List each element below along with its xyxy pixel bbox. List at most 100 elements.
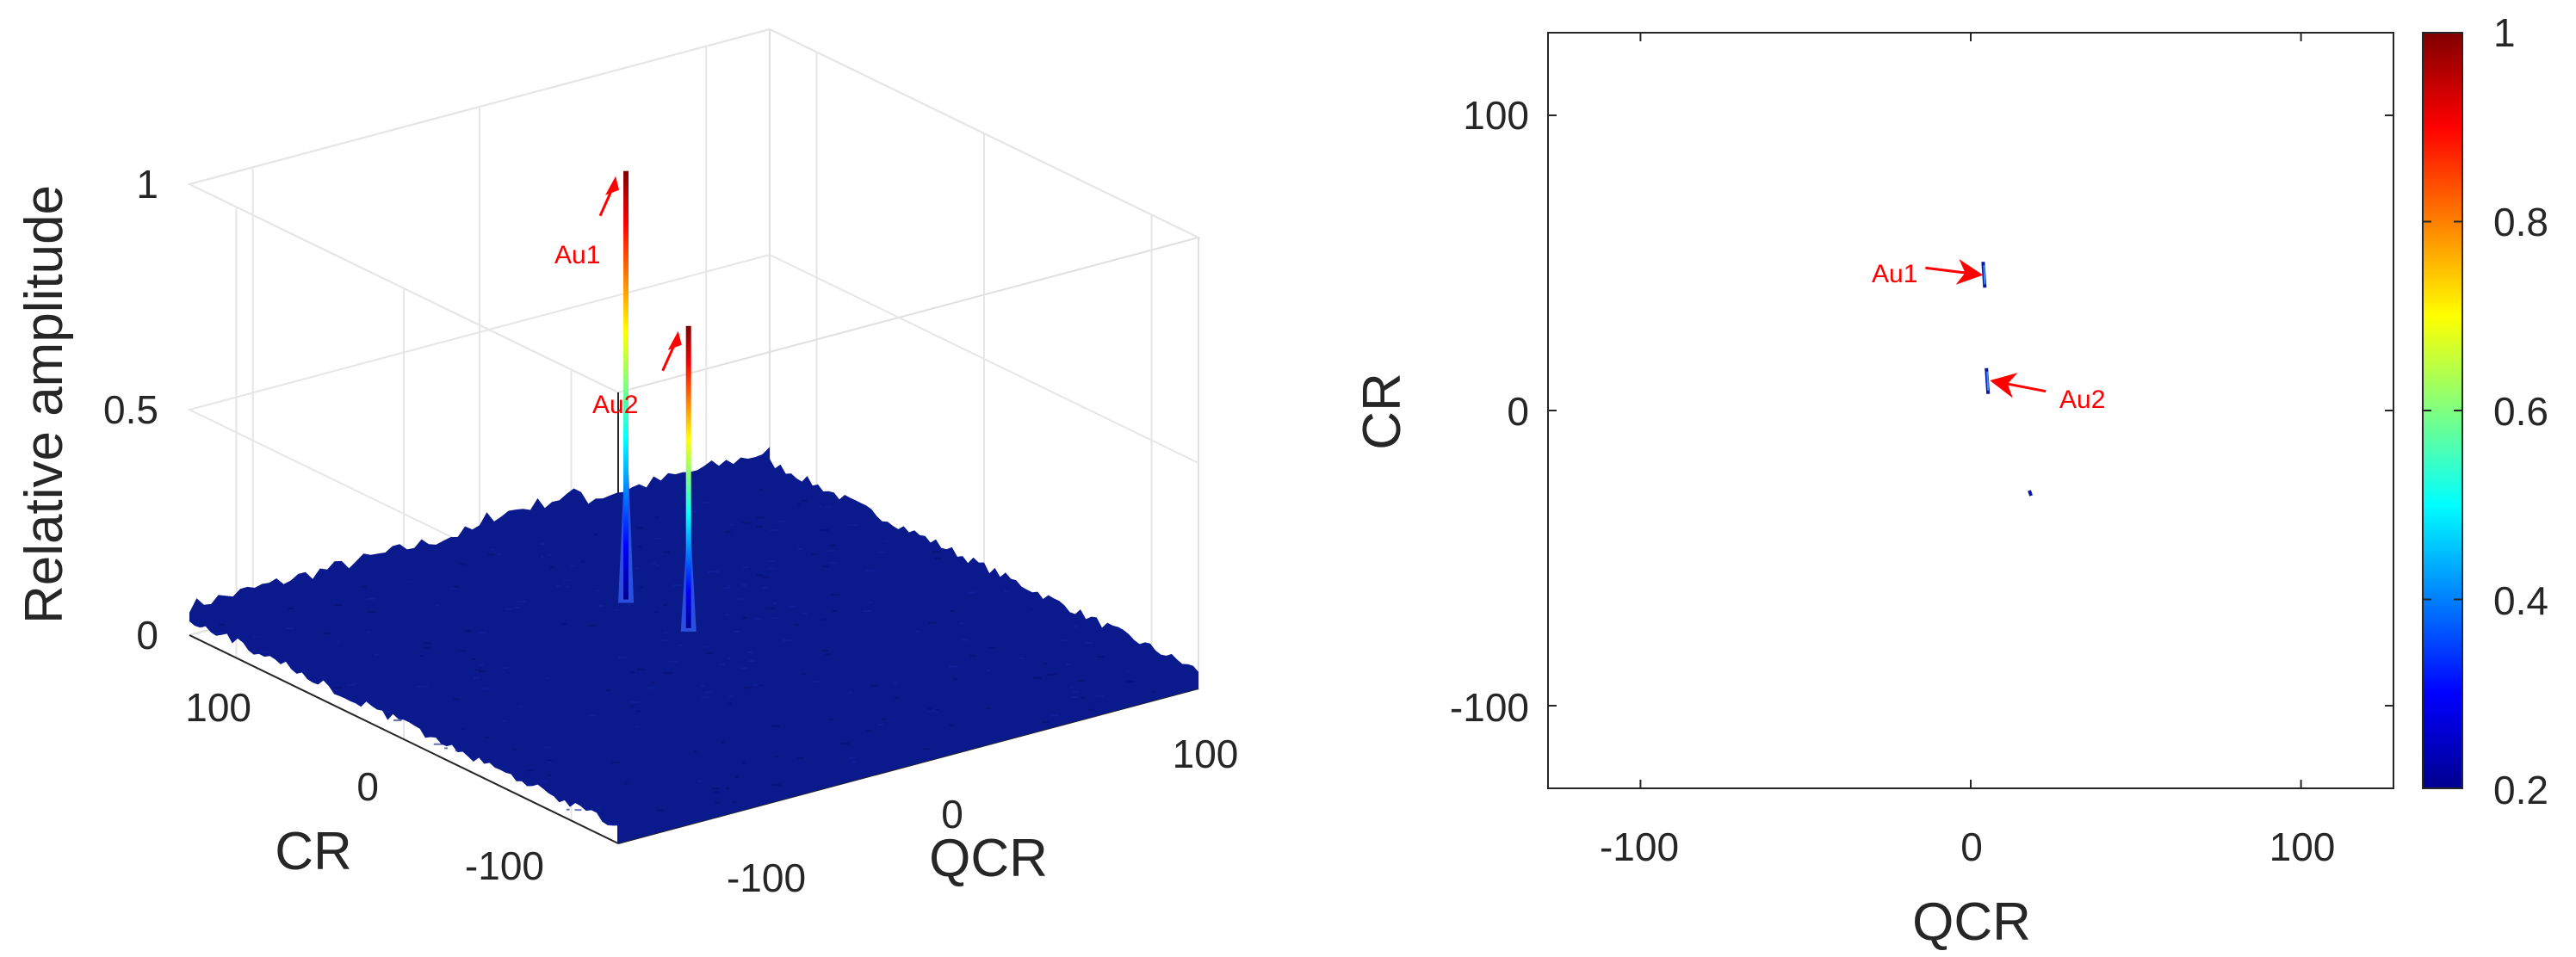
surface-speckle	[561, 623, 567, 626]
surface-speckle	[950, 610, 955, 613]
heat-x-axis-title: QCR	[1912, 892, 2031, 952]
surface-speckle	[501, 670, 505, 673]
surface-speckle	[663, 672, 673, 675]
colorbar-ticks	[2423, 32, 2462, 789]
surface-speckle	[563, 579, 572, 582]
surface-speckle	[635, 527, 643, 529]
surface-speckle	[600, 812, 604, 815]
colorbar-tick-label: 0.8	[2493, 200, 2548, 244]
colorbar	[2422, 32, 2463, 789]
surface-speckle	[474, 669, 481, 671]
surface-speckle	[1096, 656, 1105, 658]
y-axis-title: CR	[275, 822, 352, 881]
surface-speckle	[724, 530, 731, 533]
surface-speckle	[1032, 676, 1042, 679]
surface-speckle	[894, 696, 899, 699]
surface-speckle	[783, 639, 791, 641]
surface-speckle	[727, 702, 732, 705]
surface-speckle	[219, 623, 226, 626]
surface-speckle	[728, 658, 731, 659]
surface-speckle	[636, 668, 645, 670]
surface-speckle	[742, 566, 749, 569]
surface-speckle	[449, 587, 456, 590]
heat-x-tick-label: 100	[2269, 824, 2336, 869]
surface-speckle	[818, 505, 823, 508]
surface-speckle	[548, 774, 552, 776]
surface-speckle	[825, 506, 833, 509]
surface-speckle	[771, 725, 781, 727]
heat-x-tick-label: -100	[1600, 824, 1679, 869]
surface-speckle	[655, 565, 659, 567]
surface-speckle	[884, 540, 889, 542]
surface-speckle	[747, 651, 753, 653]
surface-speckle	[829, 544, 836, 546]
surface-speckle	[484, 736, 490, 738]
surface-annotations: Au1 Au2	[554, 241, 638, 419]
surface-speckle	[739, 667, 749, 670]
surface-speckle	[498, 553, 502, 555]
surface-speckle	[253, 635, 262, 638]
surface-speckle	[662, 551, 670, 553]
surface-speckle	[703, 645, 709, 648]
surface-floor	[189, 447, 1198, 843]
heat-point	[2028, 490, 2033, 497]
heat-annotation-au1: Au1	[1872, 260, 1917, 288]
surface-speckle	[611, 762, 620, 763]
surface-speckle	[1081, 697, 1086, 699]
surface-speckle	[961, 639, 969, 641]
surface-speckle	[759, 488, 763, 491]
surface-speckle	[754, 618, 761, 621]
surface-speckle	[516, 601, 526, 602]
z-tick-label: 0	[136, 613, 158, 658]
heatmap-points	[1981, 262, 2033, 497]
surface-speckle	[734, 775, 739, 778]
surface-speckle	[301, 670, 308, 672]
surface-speckle	[374, 654, 379, 657]
surface-speckle	[797, 503, 802, 505]
surface-speckle	[324, 633, 331, 635]
surface-speckle	[634, 725, 640, 728]
surface-speckle	[598, 605, 604, 607]
surface-speckle	[742, 762, 746, 764]
surface-speckle	[617, 657, 627, 658]
surface-speckle	[546, 761, 552, 763]
surface-speckle	[366, 631, 371, 633]
heat-point	[1985, 367, 1991, 394]
surface-speckle	[628, 603, 632, 606]
surface-speckle	[629, 705, 635, 707]
surface-speckle	[487, 553, 495, 556]
surface-speckle	[471, 658, 476, 661]
surface-speckle	[433, 743, 443, 745]
surface-speckle	[286, 627, 294, 630]
surface-speckle	[419, 655, 424, 658]
heat-y-tick-label: 100	[1463, 93, 1529, 138]
surface-speckle	[821, 565, 829, 568]
surface-ticks: 0 0.5 1 100 0 -100 -100 0 100	[103, 162, 1238, 900]
surface-speckle	[728, 695, 734, 697]
surface-speckle	[609, 824, 616, 826]
y-tick-label: 100	[185, 685, 251, 730]
surface-speckle	[544, 677, 551, 680]
x-tick-label: 0	[941, 792, 963, 837]
surface-speckle	[1069, 686, 1074, 688]
surface-speckle	[406, 581, 413, 583]
surface-speckle	[1019, 657, 1025, 659]
surface-speckle	[772, 784, 781, 787]
surface-speckle	[639, 586, 643, 589]
surface-speckle	[588, 625, 595, 627]
surface-speckle	[949, 665, 957, 668]
surface-speckle	[1065, 663, 1071, 665]
surface-speckle	[794, 624, 800, 627]
surface-speckle	[986, 669, 991, 671]
surface-speckle	[882, 718, 888, 720]
surface-speckle	[580, 560, 585, 563]
surface-speckle	[789, 605, 796, 608]
annotation-au1: Au1	[554, 241, 600, 269]
surface-speckle	[458, 650, 467, 652]
surface-speckle	[761, 576, 771, 578]
surface-speckle	[444, 747, 448, 750]
surface-speckle	[504, 608, 512, 610]
surface-speckle	[464, 630, 471, 633]
surface-speckle	[654, 537, 662, 540]
